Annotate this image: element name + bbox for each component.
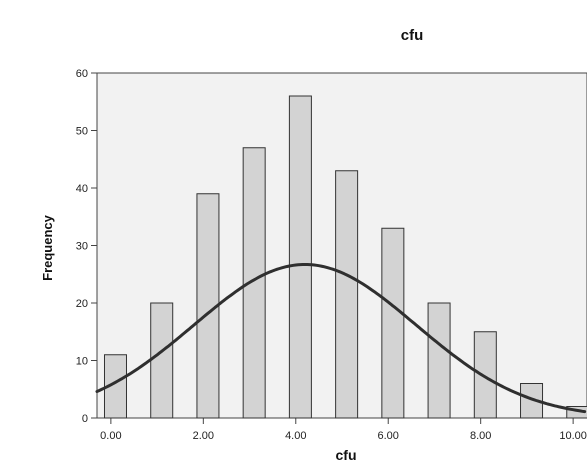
histogram-bar xyxy=(288,95,312,419)
y-tick-label: 50 xyxy=(76,126,88,138)
y-tick-label: 20 xyxy=(76,298,88,310)
x-axis-label: cfu xyxy=(336,447,357,462)
x-tick-label: 2.00 xyxy=(193,430,214,442)
histogram-bar xyxy=(381,227,405,419)
plot-layer: 0 10 20 30 40 50 60 0.00 2.00 4.00 6.00 8.00 10.00 xyxy=(76,68,587,442)
x-tick-label: 8.00 xyxy=(470,430,491,442)
histogram-bar xyxy=(566,406,587,419)
histogram-bar xyxy=(242,147,266,419)
histogram-bar xyxy=(473,331,497,419)
y-tick-label: 60 xyxy=(76,68,88,80)
y-tick-label: 30 xyxy=(76,241,88,253)
chart-title: cfu xyxy=(401,27,424,44)
x-tick-label: 6.00 xyxy=(378,430,399,442)
histogram-bar xyxy=(335,170,359,419)
histogram-bar xyxy=(150,302,174,419)
histogram-bar xyxy=(520,383,544,419)
x-tick-label: 0.00 xyxy=(100,430,121,442)
normal-curve xyxy=(95,263,587,414)
y-tick-label: 10 xyxy=(76,356,88,368)
histogram-bar xyxy=(427,302,451,419)
y-axis-label: Frequency xyxy=(40,214,55,281)
x-tick-label: 4.00 xyxy=(285,430,306,442)
y-tick-label: 0 xyxy=(82,413,88,425)
x-tick-label: 10.00 xyxy=(559,430,587,442)
y-tick-label: 40 xyxy=(76,183,88,195)
